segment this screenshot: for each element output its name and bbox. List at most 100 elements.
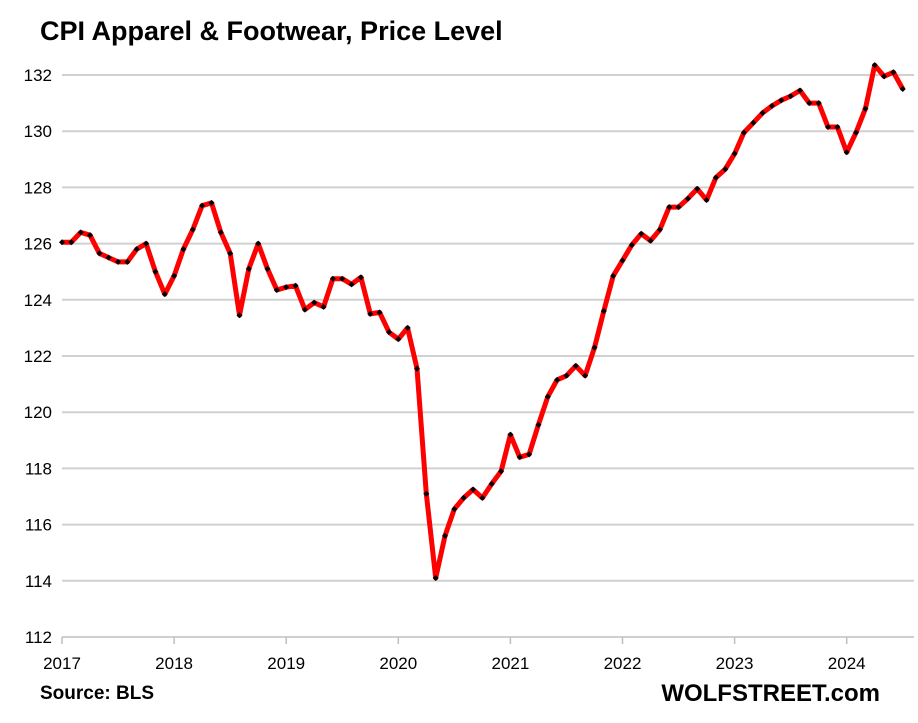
data-point [77,229,84,236]
data-point [311,299,318,306]
data-point [768,102,775,109]
x-tick-label: 2023 [716,654,754,673]
data-point [59,239,65,246]
data-point [413,365,420,372]
data-point [853,129,860,136]
data-point [96,250,103,257]
data-point [133,246,140,253]
data-point [740,129,747,136]
data-point [843,149,850,156]
data-point [180,246,187,253]
y-tick-label: 120 [24,403,52,422]
y-tick-label: 122 [24,347,52,366]
data-point [638,230,645,237]
data-point [292,282,299,289]
data-point [283,284,290,291]
data-point [245,265,252,272]
data-point [712,174,719,181]
data-point [656,226,663,233]
data-point [582,372,589,379]
data-point [628,242,635,249]
data-point [815,100,822,107]
y-tick-label: 126 [24,235,52,254]
data-point [535,421,542,428]
data-point [227,250,234,257]
y-tick-label: 124 [24,291,52,310]
data-point [554,376,561,383]
data-point [217,229,224,236]
data-point [264,265,271,272]
data-point [881,73,888,80]
data-point [675,204,682,211]
data-point [600,308,607,315]
series-line [62,62,905,581]
x-tick-label: 2022 [604,654,642,673]
data-point [423,490,430,497]
data-point [171,272,178,279]
data-point [750,119,757,126]
x-tick-label: 2020 [379,654,417,673]
y-tick-label: 132 [24,66,52,85]
data-point [526,451,533,458]
data-point [404,324,411,331]
data-point [124,258,131,265]
data-point [105,254,112,261]
data-point [273,286,280,293]
data-point [255,240,262,247]
data-point [516,454,523,461]
watermark: WOLFSTREET.com [661,680,880,707]
data-point [488,480,495,487]
data-point [479,494,486,501]
data-point [703,197,710,204]
data-point [301,306,308,313]
y-tick-label: 116 [25,516,52,535]
data-point [899,86,906,93]
data-point [834,123,841,130]
x-tick-label: 2021 [491,654,529,673]
data-point [236,312,243,319]
data-point [871,62,878,69]
data-point [348,281,355,288]
data-point [199,202,206,209]
data-point [507,431,514,438]
data-point [189,226,196,233]
data-point [143,240,150,247]
data-point [647,237,654,244]
data-point [666,204,673,211]
data-point [862,105,869,112]
data-point [339,275,346,282]
data-point [460,494,467,501]
data-point [376,309,383,316]
data-point [563,372,570,379]
y-tick-label: 128 [24,178,52,197]
y-tick-label: 130 [24,122,52,141]
data-point [619,257,626,264]
data-point [152,268,159,275]
x-tick-label: 2017 [43,654,81,673]
data-point [544,393,551,400]
data-point [470,486,477,493]
x-tick-label: 2019 [267,654,305,673]
data-point [367,310,374,317]
data-point [890,69,897,76]
x-tick-label: 2024 [828,654,866,673]
data-point [796,87,803,94]
chart-title: CPI Apparel & Footwear, Price Level [40,16,503,46]
y-tick-label: 118 [25,459,52,478]
data-point [731,150,738,157]
data-point [161,291,168,298]
y-tick-label: 114 [25,572,52,591]
data-point [357,274,364,281]
data-point [442,532,449,539]
data-point [451,506,458,513]
y-tick-label: 112 [25,628,52,647]
data-point [694,185,701,192]
data-point [759,109,766,116]
data-point [572,362,579,369]
data-point [329,275,336,282]
data-point [825,123,832,130]
data-point [432,574,439,581]
data-point [610,272,617,279]
